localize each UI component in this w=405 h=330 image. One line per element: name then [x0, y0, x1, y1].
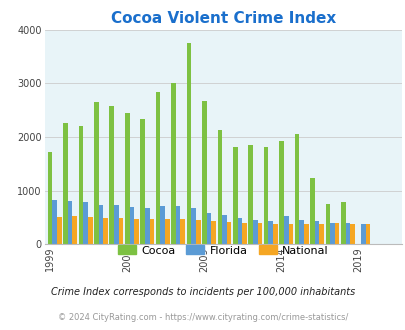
- Bar: [263, 147, 268, 244]
- Bar: [288, 224, 292, 244]
- Bar: [129, 207, 134, 244]
- Bar: [273, 224, 277, 244]
- Bar: [206, 213, 211, 244]
- Bar: [98, 205, 103, 244]
- Bar: [248, 145, 252, 244]
- Bar: [365, 224, 369, 244]
- Bar: [340, 202, 345, 244]
- Bar: [156, 92, 160, 244]
- Bar: [319, 223, 323, 244]
- Bar: [196, 219, 200, 244]
- Bar: [283, 216, 288, 244]
- Bar: [87, 217, 92, 244]
- Bar: [222, 215, 226, 244]
- Bar: [345, 223, 350, 244]
- Bar: [279, 141, 283, 244]
- Bar: [226, 222, 231, 244]
- Bar: [252, 220, 257, 244]
- Bar: [52, 200, 57, 244]
- Bar: [186, 43, 191, 244]
- Bar: [268, 221, 273, 244]
- Bar: [165, 219, 169, 244]
- Bar: [171, 83, 175, 244]
- Bar: [217, 130, 222, 244]
- Bar: [175, 206, 180, 244]
- Bar: [160, 206, 165, 244]
- Bar: [57, 217, 62, 244]
- Bar: [149, 219, 154, 244]
- Bar: [48, 152, 52, 244]
- Bar: [298, 220, 303, 244]
- Bar: [72, 216, 77, 244]
- Legend: Cocoa, Florida, National: Cocoa, Florida, National: [113, 241, 333, 260]
- Bar: [303, 224, 308, 244]
- Bar: [94, 102, 98, 244]
- Bar: [211, 221, 215, 244]
- Bar: [314, 221, 319, 244]
- Bar: [68, 201, 72, 244]
- Bar: [309, 178, 314, 244]
- Bar: [118, 218, 123, 244]
- Bar: [237, 218, 242, 244]
- Bar: [325, 204, 329, 244]
- Bar: [360, 224, 365, 244]
- Bar: [114, 205, 118, 244]
- Bar: [125, 114, 129, 244]
- Bar: [202, 101, 206, 244]
- Title: Cocoa Violent Crime Index: Cocoa Violent Crime Index: [111, 11, 335, 26]
- Bar: [145, 208, 149, 244]
- Bar: [109, 106, 114, 244]
- Text: © 2024 CityRating.com - https://www.cityrating.com/crime-statistics/: © 2024 CityRating.com - https://www.city…: [58, 313, 347, 322]
- Bar: [257, 223, 262, 244]
- Bar: [79, 126, 83, 244]
- Bar: [63, 123, 68, 244]
- Bar: [232, 147, 237, 244]
- Text: Crime Index corresponds to incidents per 100,000 inhabitants: Crime Index corresponds to incidents per…: [51, 287, 354, 297]
- Bar: [180, 219, 185, 244]
- Bar: [134, 219, 139, 244]
- Bar: [329, 223, 334, 244]
- Bar: [294, 134, 298, 244]
- Bar: [350, 224, 354, 244]
- Bar: [191, 208, 196, 244]
- Bar: [242, 223, 246, 244]
- Bar: [103, 218, 108, 244]
- Bar: [334, 223, 339, 244]
- Bar: [83, 202, 87, 244]
- Bar: [140, 119, 145, 244]
